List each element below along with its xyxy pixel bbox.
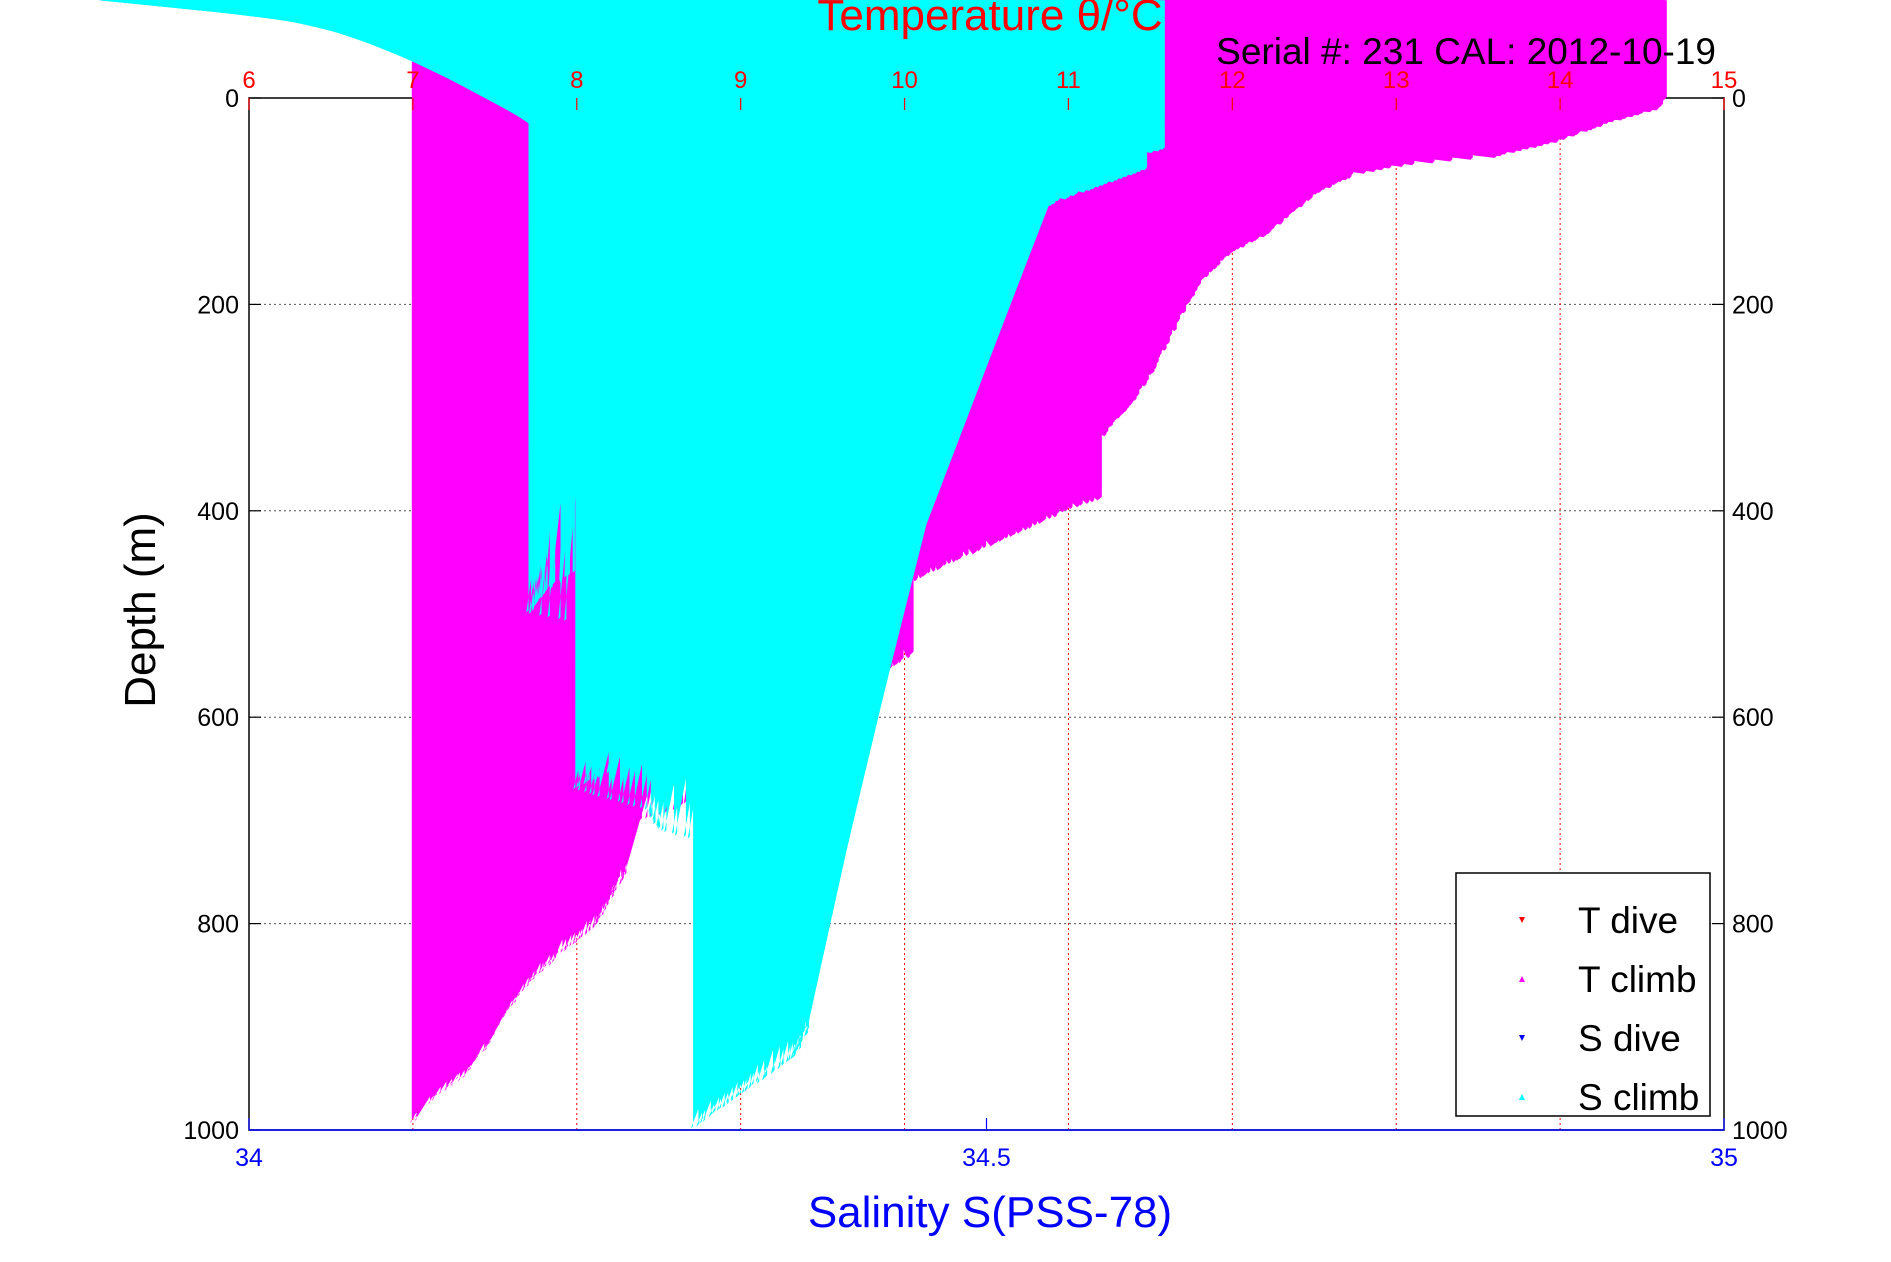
y-axis-label-depth: Depth (m) (116, 512, 165, 708)
y-tick-label-right: 1000 (1732, 1117, 1788, 1145)
x-bottom-tick-label: 34.5 (962, 1144, 1011, 1172)
y-tick-label-right: 0 (1732, 85, 1746, 113)
legend-marker (1519, 1035, 1525, 1041)
legend-label: T dive (1578, 900, 1678, 941)
legend-box (1455, 872, 1711, 1117)
y-tick-label-left: 400 (197, 498, 239, 526)
legend-label: S dive (1578, 1018, 1681, 1059)
y-tick-label-left: 800 (197, 911, 239, 939)
y-tick-label-left: 1000 (183, 1117, 239, 1145)
x-top-tick-label: 7 (406, 67, 419, 94)
y-tick-label-right: 200 (1732, 291, 1774, 319)
legend-marker (1519, 976, 1525, 982)
x-top-tick-label: 6 (242, 67, 255, 94)
x-top-tick-label: 12 (1219, 67, 1246, 94)
x-top-tick-label: 14 (1547, 67, 1574, 94)
legend-marker (1519, 1094, 1525, 1100)
x-axis-label-salinity: Salinity S(PSS-78) (808, 1188, 1172, 1237)
x-top-tick-label: 11 (1056, 67, 1081, 94)
axes: 0 0 200 200 400 400 600 600 800 800 1000 1000 6 7 8 9 10… (183, 67, 1787, 1172)
x-top-tick-label: 15 (1711, 67, 1738, 94)
legend-label: S climb (1578, 1077, 1699, 1118)
y-tick-label-right: 600 (1732, 704, 1774, 732)
x-top-tick-label: 13 (1383, 67, 1410, 94)
x-bottom-tick-label: 35 (1710, 1144, 1738, 1172)
legend-label: T climb (1578, 959, 1697, 1000)
legend: T dive T climb S dive S climb (1455, 872, 1711, 1118)
x-top-tick-label: 9 (734, 67, 747, 94)
series-s-climb (98, 0, 1165, 1129)
legend-marker (1519, 917, 1525, 923)
y-tick-label-left: 0 (225, 85, 239, 113)
chart-title: Temperature θ/°C (817, 0, 1162, 40)
y-tick-label-right: 800 (1732, 911, 1774, 939)
x-bottom-tick-label: 34 (235, 1144, 263, 1172)
y-tick-label-right: 400 (1732, 498, 1774, 526)
x-top-tick-label: 10 (891, 67, 918, 94)
chart-subtitle: Serial #: 231 CAL: 2012-10-19 (1216, 31, 1716, 72)
y-tick-label-left: 600 (197, 704, 239, 732)
x-top-tick-label: 8 (570, 67, 583, 94)
data-point (690, 0, 1129, 1129)
series-layer (98, 0, 1667, 1129)
y-tick-label-left: 200 (197, 291, 239, 319)
